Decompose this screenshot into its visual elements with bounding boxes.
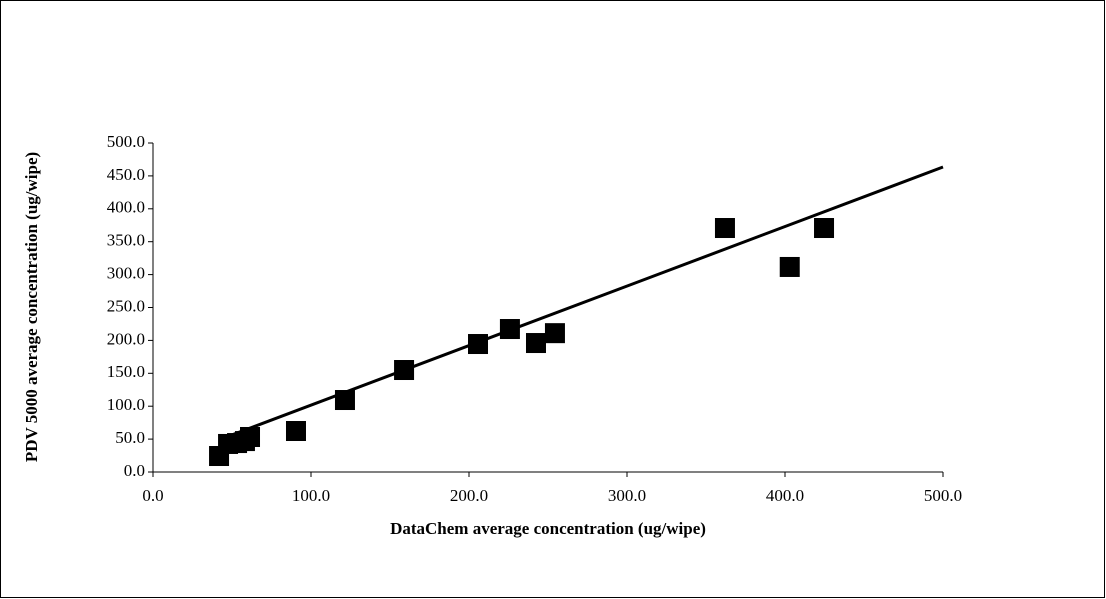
y-tick-label: 100.0 xyxy=(107,395,145,414)
y-tick-label: 350.0 xyxy=(107,231,145,250)
x-tick-label: 400.0 xyxy=(766,486,804,505)
y-axis-title: PDV 5000 average concentration (ug/wipe) xyxy=(22,152,41,462)
y-tick-label: 450.0 xyxy=(107,165,145,184)
y-tick-label: 200.0 xyxy=(107,329,145,348)
scatter-point xyxy=(714,218,735,239)
scatter-point xyxy=(525,333,546,354)
x-tick-label: 200.0 xyxy=(450,486,488,505)
trend-line xyxy=(218,165,944,442)
scatter-point xyxy=(544,323,565,344)
y-tick-label: 150.0 xyxy=(107,362,145,381)
scatter-point xyxy=(779,256,800,277)
x-tick-label: 300.0 xyxy=(608,486,646,505)
x-tick-label: 500.0 xyxy=(924,486,962,505)
y-tick-label: 500.0 xyxy=(107,132,145,151)
y-tick-label: 300.0 xyxy=(107,264,145,283)
y-tick-label: 0.0 xyxy=(124,461,145,480)
x-tick-label: 100.0 xyxy=(292,486,330,505)
y-tick-label: 400.0 xyxy=(107,198,145,217)
scatter-point xyxy=(285,421,306,442)
scatter-point xyxy=(240,426,261,447)
y-tick-label: 50.0 xyxy=(115,428,145,447)
x-tick-label: 0.0 xyxy=(142,486,163,505)
scatter-point xyxy=(814,218,835,239)
x-axis-title: DataChem average concentration (ug/wipe) xyxy=(390,519,706,538)
y-tick-label: 250.0 xyxy=(107,296,145,315)
